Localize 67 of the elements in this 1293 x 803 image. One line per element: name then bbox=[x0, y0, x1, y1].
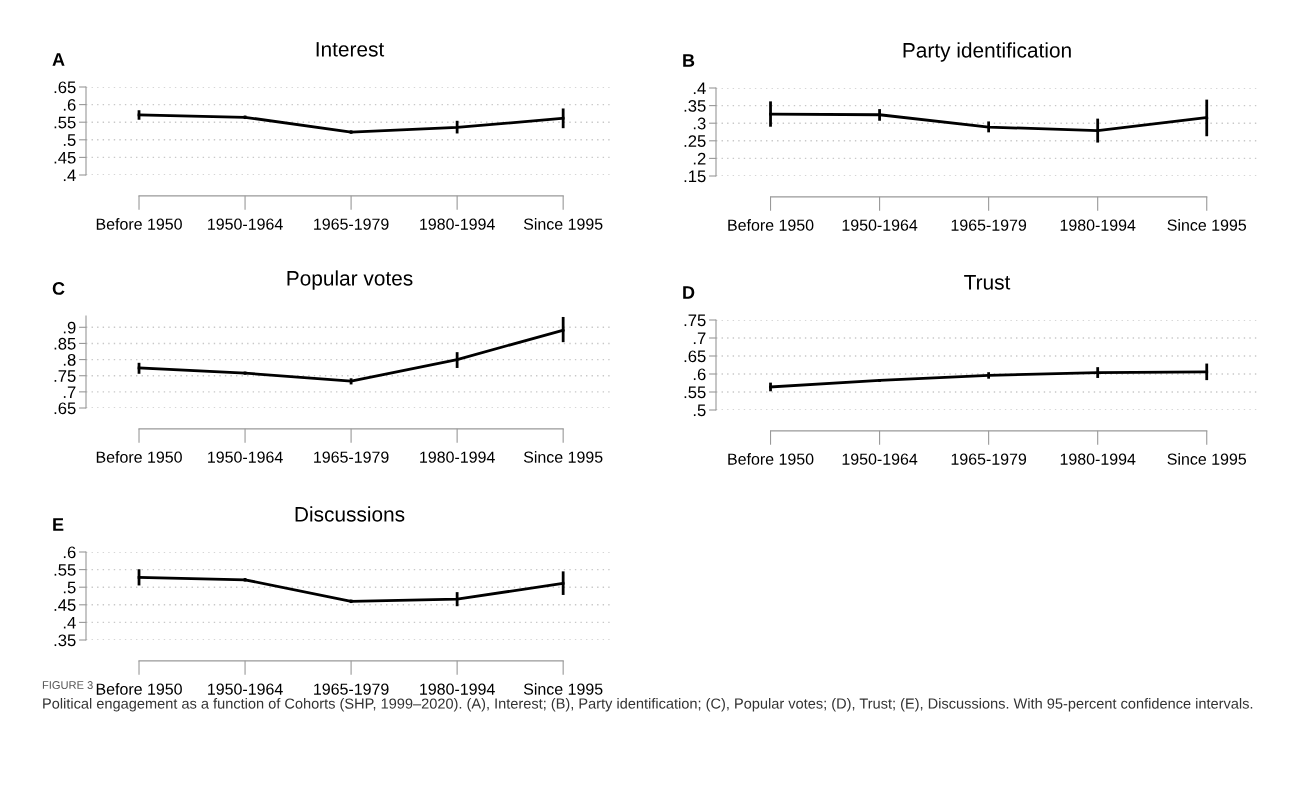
x-tick-label: 1965-1979 bbox=[314, 451, 389, 463]
y-tick-label: .6 bbox=[63, 99, 76, 111]
x-tick-label: Before 1950 bbox=[96, 218, 182, 230]
y-tick-label: .7 bbox=[693, 332, 706, 345]
y-tick-label: .5 bbox=[63, 581, 76, 594]
y-tick-label: .5 bbox=[63, 134, 76, 146]
x-tick-label: 1980-1994 bbox=[420, 218, 495, 230]
x-tick-label: 1965-1979 bbox=[314, 218, 389, 230]
x-tick-label: Since 1995 bbox=[1167, 219, 1247, 231]
y-tick-label: .35 bbox=[54, 634, 76, 647]
y-tick-label: .2 bbox=[693, 152, 706, 165]
y-tick-label: .4 bbox=[693, 82, 706, 95]
y-tick-label: .7 bbox=[63, 386, 76, 398]
x-tick-label: Since 1995 bbox=[523, 451, 603, 463]
y-tick-label: .15 bbox=[684, 170, 706, 183]
text: Political engagement as a function of Cohorts (SHP, 1999–2020). (A), Interest; (B), Party identification; (C), Popular votes; (D), Trust; (E), Discussions. With 95-percent confidence intervals. bbox=[43, 698, 1253, 712]
y-tick-label: .65 bbox=[54, 402, 76, 415]
text: A bbox=[52, 53, 65, 66]
chart-title: Popular votes bbox=[287, 270, 413, 290]
y-tick-label: .5 bbox=[693, 404, 706, 417]
chart-title: Interest bbox=[316, 42, 385, 57]
text: D bbox=[683, 286, 695, 299]
y-tick-label: .75 bbox=[54, 370, 76, 382]
y-tick-label: .45 bbox=[54, 151, 76, 164]
y-tick-label: .45 bbox=[54, 599, 76, 611]
x-tick-label: 1980-1994 bbox=[1060, 219, 1136, 231]
y-tick-label: .9 bbox=[63, 321, 76, 334]
text: E bbox=[53, 518, 64, 531]
y-tick-label: .55 bbox=[54, 564, 76, 576]
x-tick-label: 1965-1979 bbox=[951, 453, 1027, 465]
chart-title: Trust bbox=[964, 275, 1011, 290]
y-tick-label: .4 bbox=[63, 616, 76, 629]
x-tick-label: Before 1950 bbox=[96, 683, 182, 695]
x-tick-label: 1950-1964 bbox=[208, 451, 283, 463]
x-tick-label: 1950-1964 bbox=[842, 453, 918, 465]
x-tick-label: Before 1950 bbox=[728, 219, 814, 231]
x-tick-label: 1950-1964 bbox=[842, 219, 918, 231]
y-tick-label: .4 bbox=[63, 169, 76, 182]
y-tick-label: .3 bbox=[693, 117, 706, 130]
x-tick-label: 1965-1979 bbox=[314, 683, 389, 695]
x-tick-label: Before 1950 bbox=[728, 453, 814, 465]
x-tick-label: Since 1995 bbox=[523, 683, 603, 695]
x-tick-label: 1980-1994 bbox=[420, 451, 495, 463]
x-tick-label: 1980-1994 bbox=[420, 683, 495, 695]
caption: FIGURE 3 bbox=[42, 681, 93, 689]
y-tick-label: .25 bbox=[684, 135, 706, 147]
x-tick-label: 1950-1964 bbox=[208, 218, 283, 230]
x-tick-label: 1980-1994 bbox=[1060, 453, 1136, 465]
x-tick-label: Before 1950 bbox=[96, 451, 182, 463]
y-tick-label: .55 bbox=[684, 386, 706, 399]
y-tick-label: .75 bbox=[684, 314, 706, 327]
y-tick-label: .55 bbox=[54, 116, 76, 129]
x-tick-label: Since 1995 bbox=[1167, 453, 1247, 465]
chart-title: Discussions bbox=[295, 506, 405, 522]
y-tick-label: .85 bbox=[54, 337, 76, 350]
x-tick-label: 1965-1979 bbox=[951, 219, 1027, 231]
x-tick-label: 1950-1964 bbox=[208, 683, 283, 695]
y-tick-label: .65 bbox=[54, 81, 76, 94]
y-tick-label: .6 bbox=[63, 546, 76, 559]
y-tick-label: .65 bbox=[684, 350, 706, 363]
chart-title: Party identification bbox=[903, 42, 1071, 62]
y-tick-label: .6 bbox=[693, 368, 706, 381]
text: B bbox=[683, 54, 695, 67]
text: C bbox=[52, 282, 65, 295]
y-tick-label: .35 bbox=[684, 100, 706, 112]
y-tick-label: .8 bbox=[63, 353, 76, 366]
x-tick-label: Since 1995 bbox=[523, 218, 603, 230]
